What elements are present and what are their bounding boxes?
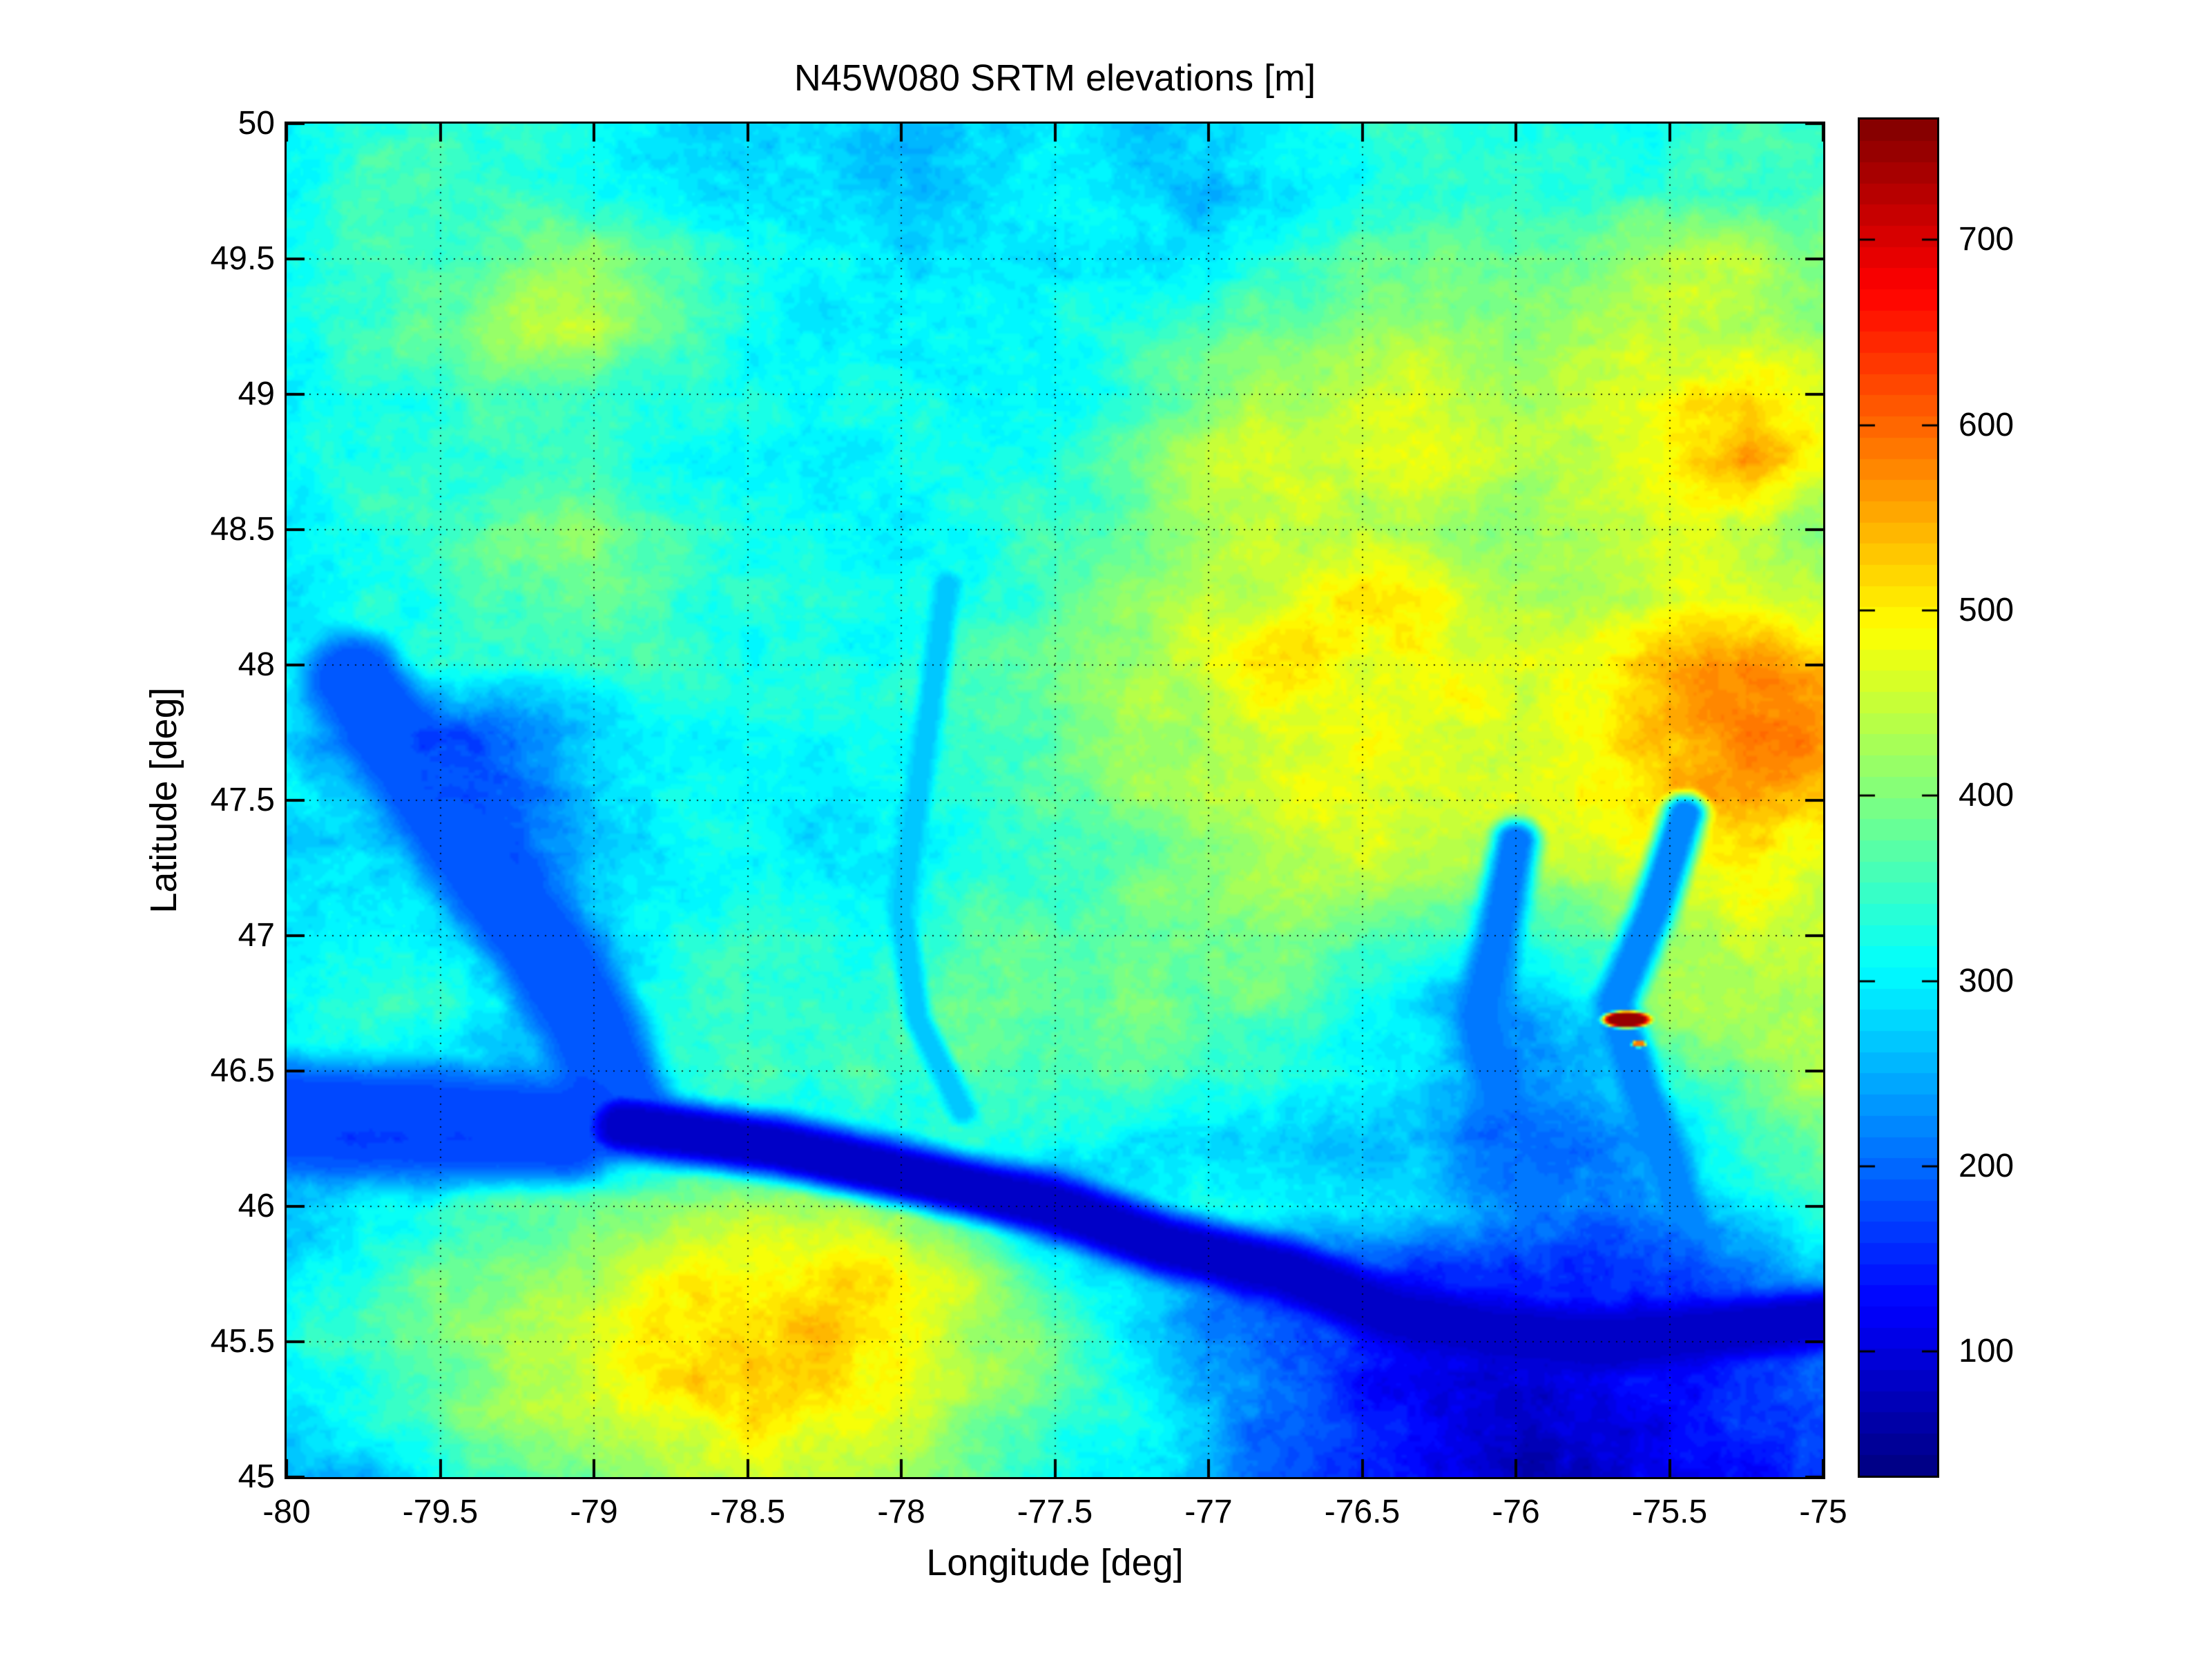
x-tick-label: -77.5 (1017, 1494, 1093, 1530)
colorbar-tick-label: 400 (1959, 777, 2014, 814)
x-tick-label: -79.5 (402, 1494, 479, 1530)
y-tick-label: 46.5 (210, 1052, 275, 1089)
plot-area (285, 122, 1825, 1479)
y-tick-label: 49.5 (210, 240, 275, 277)
y-tick-label: 47.5 (210, 782, 275, 818)
colorbar-tick-label: 700 (1959, 221, 2014, 258)
colorbar-tick-label: 500 (1959, 592, 2014, 628)
y-tick-label: 46 (238, 1188, 275, 1224)
y-tick-label: 45.5 (210, 1323, 275, 1360)
x-tick-label: -76 (1492, 1494, 1540, 1530)
y-tick-label: 49 (238, 376, 275, 412)
y-tick-label: 47 (238, 917, 275, 954)
x-tick-label: -77 (1184, 1494, 1233, 1530)
x-tick-label: -79 (570, 1494, 618, 1530)
colorbar-gradient (1860, 119, 1937, 1476)
colorbar (1858, 117, 1939, 1478)
x-tick-label: -76.5 (1324, 1494, 1401, 1530)
x-tick-label: -75 (1799, 1494, 1847, 1530)
colorbar-tick-label: 300 (1959, 962, 2014, 999)
x-tick-label: -75.5 (1631, 1494, 1708, 1530)
y-tick-label: 48.5 (210, 511, 275, 548)
x-tick-label: -78.5 (709, 1494, 786, 1530)
elevation-heatmap (287, 124, 1823, 1477)
colorbar-tick-label: 600 (1959, 406, 2014, 443)
x-tick-label: -78 (877, 1494, 925, 1530)
colorbar-tick-label: 100 (1959, 1333, 2014, 1370)
y-tick-label: 45 (238, 1458, 275, 1495)
plot-title: N45W080 SRTM elevations [m] (794, 57, 1316, 99)
colorbar-tick-label: 200 (1959, 1147, 2014, 1184)
y-tick-label: 48 (238, 646, 275, 683)
x-axis-label: Longitude [deg] (926, 1542, 1184, 1583)
y-tick-label: 50 (238, 105, 275, 142)
x-tick-label: -80 (262, 1494, 311, 1530)
